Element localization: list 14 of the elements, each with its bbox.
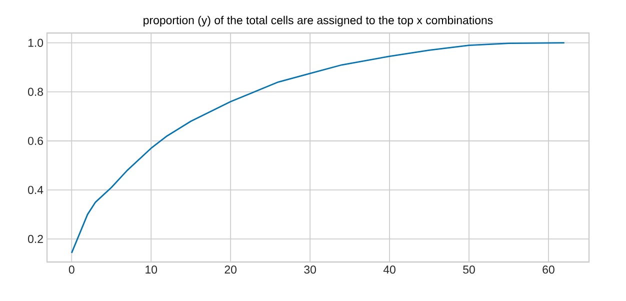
x-tick-label: 40	[383, 266, 396, 274]
x-tick-label: 0	[68, 266, 74, 274]
x-tick-label: 50	[463, 266, 475, 274]
y-tick-label: 0.4	[28, 186, 44, 194]
x-tick-label: 30	[304, 266, 316, 274]
y-tick-label: 0.2	[28, 234, 43, 244]
y-tick-label: 1.0	[28, 38, 44, 47]
chart-title: proportion (y) of the total cells are assigned to the top x combinations	[144, 16, 493, 27]
x-tick-label: 60	[542, 266, 554, 274]
x-tick-label: 20	[224, 266, 237, 274]
line-series	[70, 42, 566, 254]
y-tick-label: 0.6	[28, 136, 43, 145]
y-tick-label: 0.8	[28, 88, 43, 96]
x-tick-label: 10	[146, 266, 158, 274]
